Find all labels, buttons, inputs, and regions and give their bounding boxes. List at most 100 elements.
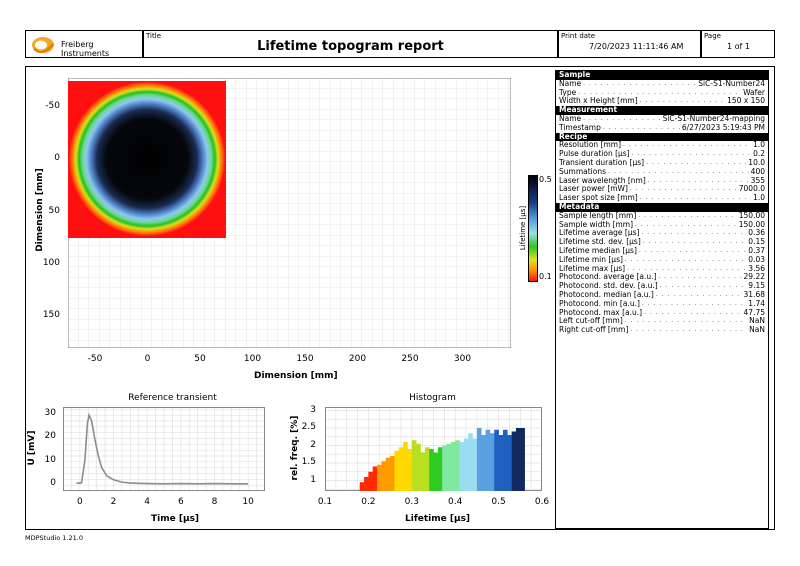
topogram-x-axis-label: Dimension [mm]: [254, 371, 338, 381]
histogram-bar: [450, 442, 456, 491]
histogram-bar: [476, 428, 482, 491]
info-value: 150 x 150: [727, 97, 765, 106]
histogram-bar: [433, 452, 439, 491]
histogram-chart: [325, 407, 542, 491]
info-key: Pulse duration [µs]: [559, 150, 630, 159]
histogram-bar: [515, 428, 521, 491]
histogram-bar: [507, 435, 512, 491]
brand-name: Freiberg Instruments: [61, 40, 110, 58]
info-value: NaN: [749, 326, 765, 335]
info-row: Photocond. average [a.u.]. . . . . . . .…: [556, 273, 768, 282]
info-row: Summations. . . . . . . . . . . . . . . …: [556, 168, 768, 177]
transient-x-tick: 0: [76, 497, 83, 507]
dot-leader: . . . . . . . . . . . . . . . . . . . . …: [629, 185, 737, 193]
info-key: Timestamp: [559, 123, 601, 132]
histogram-bar: [455, 440, 460, 491]
histogram-y-axis-label: rel. freq. [%]: [290, 415, 300, 481]
histogram-bar: [403, 442, 408, 491]
topogram-y-tick: 0: [54, 153, 60, 164]
histogram-y-tick: 1: [310, 474, 316, 485]
transient-y-tick: 10: [44, 454, 56, 465]
info-key: Name: [559, 114, 582, 123]
histogram-y-tick: 2.5: [301, 422, 316, 432]
topogram-y-tick: 150: [42, 310, 60, 321]
info-key: Photocond. average [a.u.]: [559, 273, 657, 282]
histogram-bar: [429, 449, 434, 491]
histogram-bar: [463, 438, 469, 491]
transient-y-axis-label: U [mV]: [27, 430, 37, 466]
histogram-bar: [468, 433, 473, 491]
info-row: Photocond. max [a.u.]. . . . . . . . . .…: [556, 309, 768, 318]
histogram-bar: [368, 471, 374, 491]
print-date-label: Print date: [561, 32, 596, 40]
dot-leader: . . . . . . . . . . . . . . . . . . . . …: [641, 229, 746, 237]
histogram-x-tick: 0.3: [404, 497, 419, 507]
histogram-x-tick: 0.6: [534, 497, 550, 507]
info-value: 9.15: [748, 282, 765, 291]
histogram-bar: [398, 447, 404, 491]
info-row: Sample width [mm]. . . . . . . . . . . .…: [556, 221, 768, 230]
topogram-x-tick: 100: [243, 354, 262, 364]
histogram-bar: [520, 428, 525, 491]
topogram-y-axis-label: Dimension [mm]: [35, 168, 45, 252]
histogram-bar: [459, 442, 465, 491]
dot-leader: . . . . . . . . . . . . . . . . . . . . …: [655, 290, 742, 298]
info-key: Sample width [mm]: [559, 220, 634, 229]
dot-leader: . . . . . . . . . . . . . . . . . . . . …: [602, 123, 680, 131]
transient-x-tick: 4: [144, 497, 151, 507]
topogram-x-tick: 200: [348, 354, 367, 364]
wafer-lifetime-map: [69, 82, 225, 236]
info-value: 6/27/2023 5:19:43 PM: [681, 123, 765, 132]
info-key: Photocond. min [a.u.]: [559, 299, 640, 308]
transient-x-tick: 6: [177, 497, 184, 507]
transient-x-tick: 8: [211, 497, 218, 507]
info-key: Name: [559, 79, 582, 88]
dot-leader: . . . . . . . . . . . . . . . . . . . . …: [647, 176, 749, 184]
colorbar-min: 0.1: [539, 272, 552, 281]
histogram-bar: [502, 429, 508, 491]
section-header: Sample: [556, 70, 768, 80]
info-row: Resolution [mm]. . . . . . . . . . . . .…: [556, 141, 768, 150]
dot-leader: . . . . . . . . . . . . . . . . . . . . …: [641, 299, 746, 307]
histogram-bar: [420, 452, 426, 491]
histogram-bar: [485, 429, 491, 491]
header-print-date-box: Print date 7/20/2023 11:11:46 AM: [558, 30, 701, 58]
page-label: Page: [704, 32, 721, 40]
section-header: Recipe: [556, 132, 768, 142]
print-date-value: 7/20/2023 11:11:46 AM: [589, 42, 684, 51]
info-key: Photocond. median [a.u.]: [559, 290, 654, 299]
transient-y-tick: 30: [44, 408, 56, 418]
info-value: 10.0: [748, 158, 765, 167]
info-row: Laser wavelength [nm]. . . . . . . . . .…: [556, 177, 768, 186]
histogram-bar: [472, 438, 478, 491]
dot-leader: . . . . . . . . . . . . . . . . . . . . …: [624, 317, 747, 325]
histogram-x-tick: 0.4: [448, 497, 463, 507]
info-row: Photocond. std. dev. [a.u.]. . . . . . .…: [556, 282, 768, 291]
info-key: Resolution [mm]: [559, 141, 622, 150]
dot-leader: . . . . . . . . . . . . . . . . . . . . …: [638, 211, 736, 219]
histogram-bar: [390, 456, 395, 491]
info-row: Photocond. median [a.u.]. . . . . . . . …: [556, 291, 768, 300]
topogram-y-tick: 100: [42, 257, 60, 268]
page-value: 1 of 1: [727, 42, 750, 51]
info-key: Lifetime min [µs]: [559, 255, 623, 264]
info-row: Laser spot size [mm]. . . . . . . . . . …: [556, 194, 768, 203]
info-row: Lifetime std. dev. [µs]. . . . . . . . .…: [556, 238, 768, 247]
topogram-y-tick: -50: [45, 101, 60, 111]
info-value: 400: [750, 167, 765, 176]
dot-leader: . . . . . . . . . . . . . . . . . . . . …: [578, 88, 741, 96]
info-value: 0.15: [748, 238, 765, 247]
histogram-bar: [359, 482, 365, 491]
info-value: 31.68: [743, 290, 765, 299]
transient-grid: [63, 407, 265, 491]
histogram-bar: [364, 477, 369, 491]
transient-x-axis-label: Time [µs]: [151, 514, 200, 524]
info-key: Lifetime median [µs]: [559, 246, 637, 255]
info-row: Lifetime average [µs]. . . . . . . . . .…: [556, 229, 768, 238]
transient-x-tick: 10: [242, 497, 254, 507]
info-value: 150.00: [738, 220, 765, 229]
info-row: Type. . . . . . . . . . . . . . . . . . …: [556, 89, 768, 98]
brand-logo-icon: [32, 37, 54, 54]
info-value: 7000.0: [738, 185, 765, 194]
info-key: Photocond. max [a.u.]: [559, 308, 643, 317]
